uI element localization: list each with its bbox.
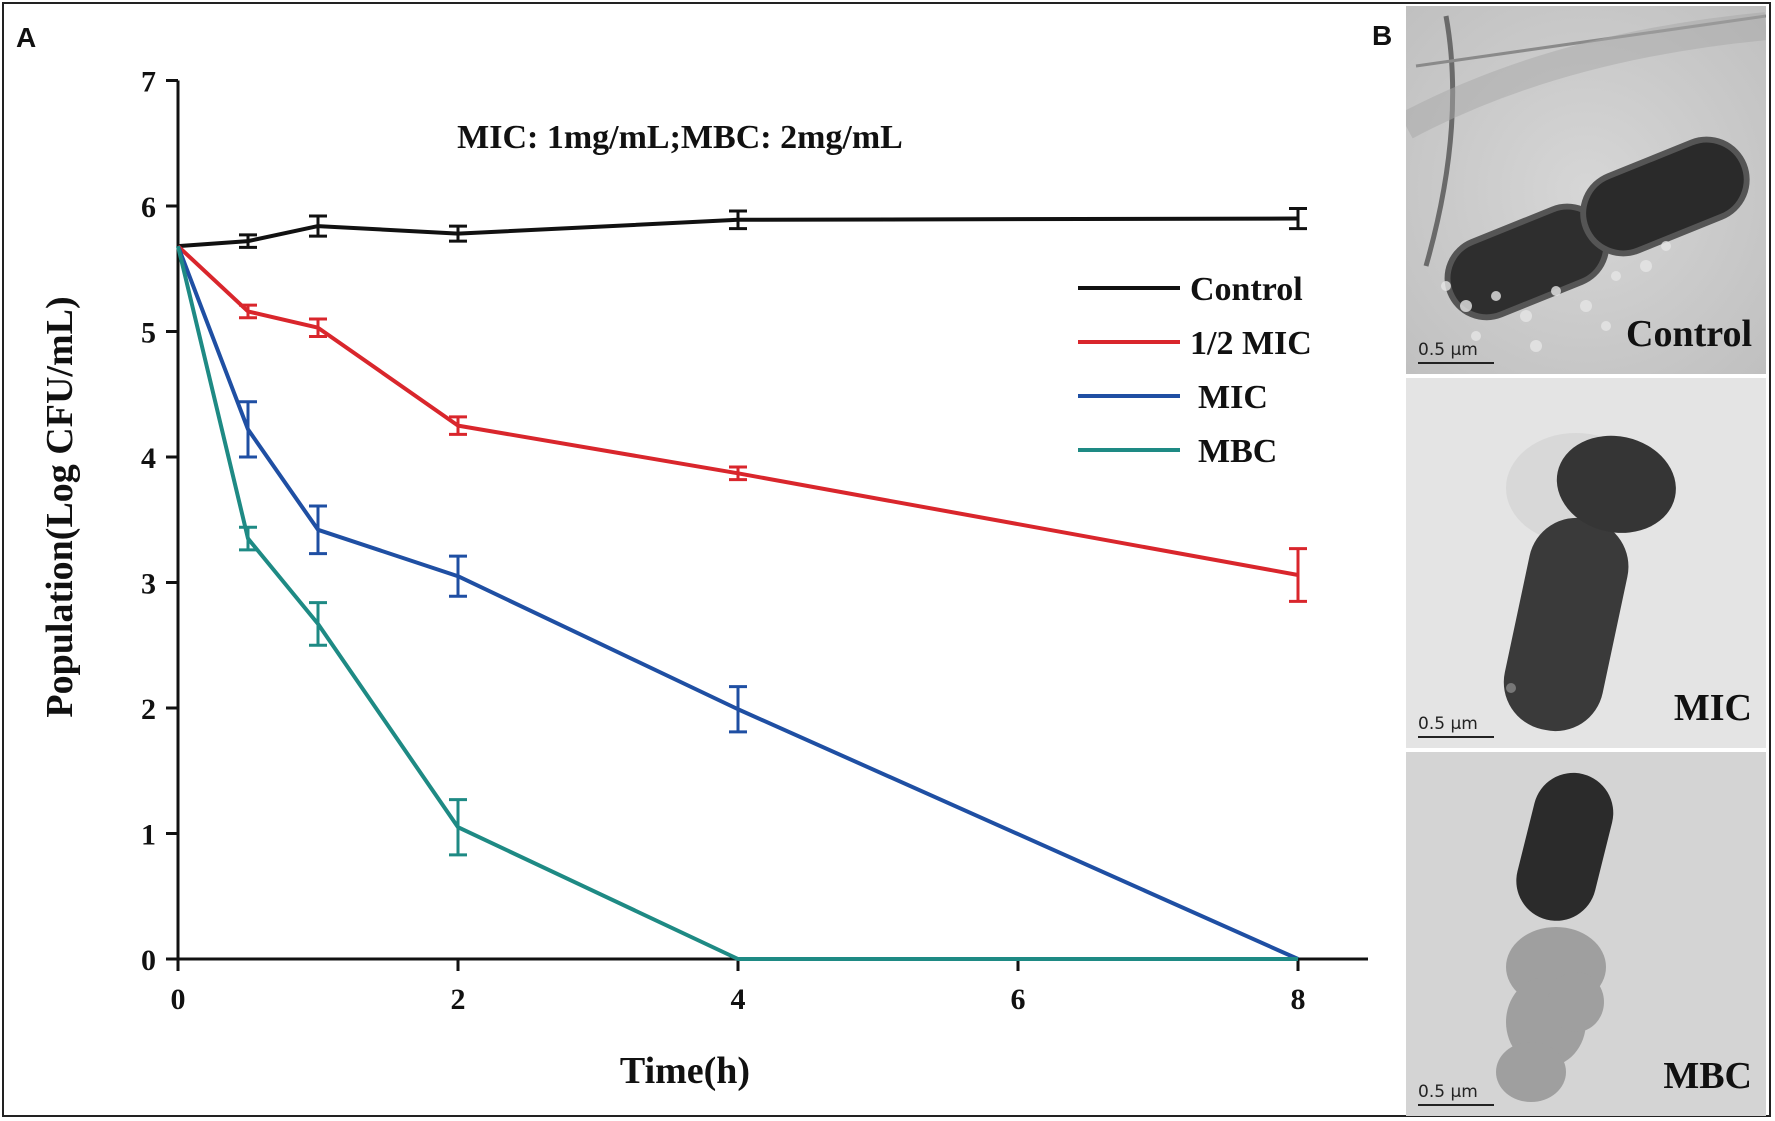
x-tick-label: 0 (171, 983, 186, 1016)
scale-text-mbc: 0.5 μm (1418, 1082, 1478, 1102)
scale-bar-mic (1418, 736, 1494, 738)
error-bar-control (449, 224, 467, 243)
x-tick-label: 6 (1011, 983, 1026, 1016)
y-tick-label: 5 (141, 317, 156, 350)
y-tick-label: 3 (141, 568, 156, 601)
chart-series-layer (176, 207, 1307, 961)
tem-label-mbc: MBC (1663, 1055, 1752, 1097)
chart-legend: Control 1/2 MIC MIC MBC (1078, 271, 1312, 470)
legend-label-mic: MIC (1198, 379, 1268, 416)
chart-axes: 0 1 2 3 4 5 6 7 0 2 4 6 8 (141, 66, 1368, 1016)
error-bar-1-2-mic (729, 465, 747, 482)
tem-image-mic: MIC 0.5 μm (1406, 378, 1766, 748)
tem-image-mbc: MBC 0.5 μm (1406, 752, 1766, 1116)
series-line-mbc (176, 245, 1298, 961)
time-kill-chart: 0 1 2 3 4 5 6 7 0 2 4 6 8 MIC: 1mg/mL;MBC: 2mg/mL Ti… (39, 66, 1368, 1092)
error-bar-mbc (309, 601, 327, 647)
series-line-control (177, 216, 1299, 249)
legend-label-1-2-mic: 1/2 MIC (1190, 325, 1312, 362)
tem-micrograph-mbc (1406, 752, 1766, 1116)
y-tick-label: 6 (141, 191, 156, 224)
error-bar-mbc (239, 525, 257, 552)
y-tick-label: 4 (141, 442, 156, 475)
scale-text-control: 0.5 μm (1418, 340, 1478, 360)
tem-image-control: Control 0.5 μm (1406, 6, 1766, 374)
error-bar-mic (239, 400, 257, 459)
error-bar-control (729, 209, 747, 231)
y-tick-label: 2 (141, 693, 156, 726)
error-bar-mic (309, 504, 327, 556)
tem-label-control: Control (1626, 313, 1752, 355)
error-bar-1-2-mic (239, 303, 257, 320)
scale-bar-control (1418, 362, 1494, 364)
error-bar-1-2-mic (309, 317, 327, 339)
x-tick-label: 8 (1291, 983, 1306, 1016)
scale-bar-mbc (1418, 1104, 1494, 1106)
y-tick-label: 7 (141, 66, 156, 99)
tem-micrograph-control (1406, 6, 1766, 374)
y-axis-label: Population(Log CFU/mL) (39, 296, 81, 717)
x-tick-label: 4 (731, 983, 746, 1016)
error-bar-1-2-mic (449, 415, 467, 436)
legend-label-mbc: MBC (1198, 433, 1277, 470)
x-tick-label: 2 (451, 983, 466, 1016)
error-bar-mic (729, 685, 747, 734)
legend-label-control: Control (1190, 271, 1303, 308)
error-bar-control (1289, 207, 1307, 231)
error-bar-1-2-mic (1289, 547, 1307, 603)
error-bar-mic (449, 554, 467, 598)
panel-label-b: B (1372, 20, 1393, 51)
error-bar-mbc (449, 798, 467, 857)
series-line-1-2-mic (176, 244, 1299, 577)
x-axis-label: Time(h) (620, 1050, 750, 1092)
error-bar-control (309, 214, 327, 238)
scale-text-mic: 0.5 μm (1418, 714, 1478, 734)
error-bar-control (239, 233, 257, 249)
y-tick-label: 1 (141, 819, 156, 852)
series-line-mic (176, 245, 1299, 961)
tem-micrograph-mic (1406, 378, 1766, 748)
panel-label-a: A (16, 22, 37, 53)
chart-annotation: MIC: 1mg/mL;MBC: 2mg/mL (457, 119, 903, 156)
tem-label-mic: MIC (1673, 687, 1752, 729)
y-tick-label: 0 (141, 944, 156, 977)
